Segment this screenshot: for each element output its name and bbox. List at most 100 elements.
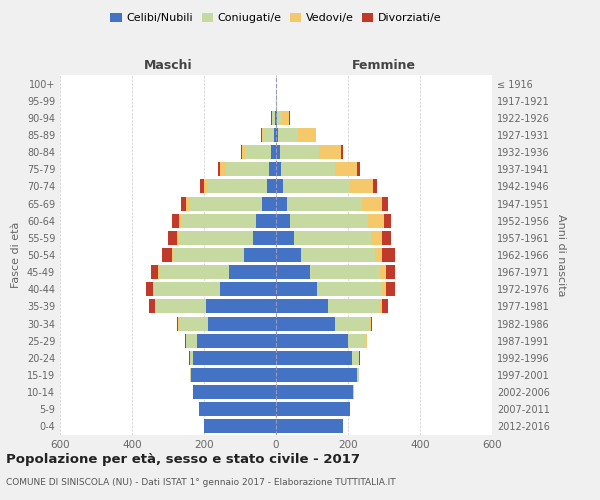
Bar (278, 128, 298, 142)
Bar (262, 128, 263, 142)
Bar (229, 265, 276, 279)
Bar (298, 128, 316, 142)
Y-axis label: Anni di nascita: Anni di nascita (556, 214, 566, 296)
Text: Femmine: Femmine (352, 58, 416, 71)
Bar (190, 368, 191, 382)
Bar (241, 145, 242, 159)
Bar (276, 402, 350, 416)
Bar (275, 111, 276, 125)
Bar (173, 248, 244, 262)
Bar (341, 145, 343, 159)
Bar (276, 145, 280, 159)
Bar (272, 111, 275, 125)
Bar (208, 180, 267, 194)
Bar (380, 300, 382, 314)
Bar (276, 351, 352, 365)
Bar (185, 334, 186, 347)
Bar (190, 196, 262, 210)
Text: COMUNE DI SINISCOLA (NU) - Dati ISTAT 1° gennaio 2017 - Elaborazione TUTTITALIA.: COMUNE DI SINISCOLA (NU) - Dati ISTAT 1°… (6, 478, 395, 487)
Bar (276, 128, 278, 142)
Bar (206, 300, 276, 314)
Bar (179, 231, 253, 245)
Bar (317, 282, 382, 296)
Bar (151, 265, 158, 279)
Bar (276, 162, 281, 176)
Bar (276, 231, 294, 245)
Bar (181, 196, 186, 210)
Bar (193, 385, 276, 399)
Bar (335, 316, 370, 330)
Bar (172, 214, 179, 228)
Bar (357, 368, 359, 382)
Bar (276, 214, 290, 228)
Bar (276, 94, 277, 108)
Bar (269, 162, 276, 176)
Bar (382, 300, 388, 314)
Bar (242, 145, 245, 159)
Bar (370, 316, 371, 330)
Bar (287, 196, 362, 210)
Bar (262, 196, 276, 210)
Legend: Celibi/Nubili, Coniugati/e, Vedovi/e, Divorziati/e: Celibi/Nubili, Coniugati/e, Vedovi/e, Di… (106, 8, 446, 28)
Bar (168, 231, 177, 245)
Bar (177, 231, 179, 245)
Text: Popolazione per età, sesso e stato civile - 2017: Popolazione per età, sesso e stato civil… (6, 452, 360, 466)
Text: Maschi: Maschi (143, 58, 193, 71)
Bar (352, 351, 359, 365)
Bar (350, 180, 373, 194)
Bar (161, 248, 172, 262)
Bar (386, 265, 395, 279)
Bar (271, 145, 276, 159)
Bar (368, 214, 384, 228)
Bar (244, 248, 276, 262)
Bar (186, 196, 190, 210)
Bar (276, 248, 301, 262)
Y-axis label: Fasce di età: Fasce di età (11, 222, 21, 288)
Bar (153, 282, 154, 296)
Bar (348, 334, 366, 347)
Bar (208, 316, 276, 330)
Bar (200, 180, 204, 194)
Bar (276, 334, 348, 347)
Bar (290, 214, 368, 228)
Bar (382, 282, 386, 296)
Bar (335, 162, 357, 176)
Bar (276, 316, 335, 330)
Bar (373, 180, 377, 194)
Bar (154, 282, 220, 296)
Bar (149, 300, 155, 314)
Bar (276, 180, 283, 194)
Bar (362, 196, 382, 210)
Bar (220, 162, 226, 176)
Bar (276, 265, 310, 279)
Bar (276, 420, 343, 434)
Bar (276, 300, 328, 314)
Bar (382, 248, 395, 262)
Bar (199, 402, 276, 416)
Bar (181, 214, 256, 228)
Bar (263, 128, 274, 142)
Bar (261, 128, 262, 142)
Bar (283, 180, 350, 194)
Bar (375, 248, 382, 262)
Bar (191, 368, 276, 382)
Bar (218, 162, 220, 176)
Bar (176, 316, 178, 330)
Bar (282, 111, 289, 125)
Bar (371, 316, 373, 330)
Bar (310, 265, 380, 279)
Bar (256, 214, 276, 228)
Bar (193, 351, 276, 365)
Bar (384, 214, 391, 228)
Bar (366, 334, 367, 347)
Bar (179, 316, 208, 330)
Bar (276, 196, 287, 210)
Bar (179, 214, 181, 228)
Bar (301, 248, 375, 262)
Bar (280, 145, 319, 159)
Bar (226, 162, 269, 176)
Bar (253, 231, 276, 245)
Bar (186, 334, 197, 347)
Bar (371, 231, 382, 245)
Bar (172, 248, 173, 262)
